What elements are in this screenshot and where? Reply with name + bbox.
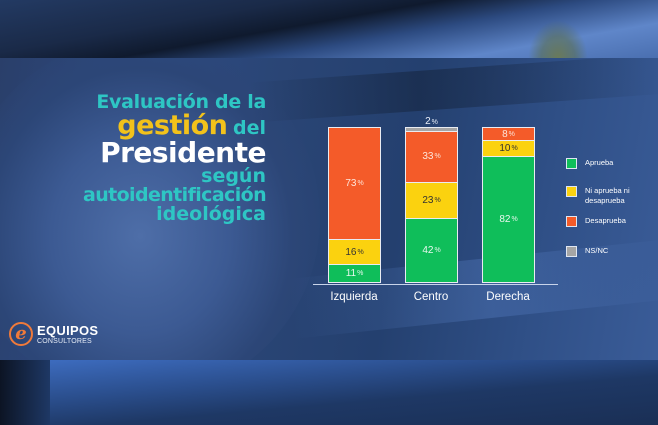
segment-ni-aprueba: 16% xyxy=(328,238,381,265)
legend-item-aprueba: Aprueba xyxy=(566,158,658,169)
logo-name: EQUIPOS xyxy=(37,322,99,338)
value-label: 82 xyxy=(499,214,511,226)
flag-stripe xyxy=(249,58,658,123)
background-bottom-flag xyxy=(0,360,658,425)
legend-swatch-red xyxy=(566,216,577,227)
percent-sign: % xyxy=(511,216,518,224)
value-label: 42 xyxy=(422,244,434,256)
title-line-1: Evaluación de la xyxy=(96,91,266,113)
x-label-derecha: Derecha xyxy=(486,291,530,303)
percent-sign: % xyxy=(357,270,364,278)
legend-label: Aprueba xyxy=(585,158,614,167)
percent-sign: % xyxy=(434,246,441,254)
legend-swatch-yellow xyxy=(566,186,577,197)
legend-label: Ni aprueba ni desaprueba xyxy=(585,186,630,205)
percent-sign: % xyxy=(434,153,441,161)
logo-text: EQUIPOS CONSULTORES xyxy=(37,324,98,345)
x-label-izquierda: Izquierda xyxy=(330,291,378,303)
percent-sign: % xyxy=(357,179,364,187)
segment-ni-aprueba: 23% xyxy=(405,181,458,218)
title-line-2: gestión del xyxy=(83,112,266,139)
segment-desaprueba: 8% xyxy=(482,127,535,141)
x-label-centro: Centro xyxy=(413,291,449,303)
flag-sun-icon xyxy=(528,20,588,58)
value-label: 16 xyxy=(345,246,357,258)
segment-aprueba: 11% xyxy=(328,264,381,283)
title-line-6: ideológica xyxy=(156,203,266,225)
nsnc-label-centro: 2% xyxy=(405,116,458,127)
legend-label: Desaprueba xyxy=(585,216,626,225)
segment-ni-aprueba: 10% xyxy=(482,140,535,157)
title-line-4: según xyxy=(201,165,266,187)
segment-aprueba: 82% xyxy=(482,156,535,283)
bar-centro: 33% 23% 42% xyxy=(405,127,458,283)
legend-label-line-2: desaprueba xyxy=(585,195,625,205)
legend-swatch-green xyxy=(566,158,577,169)
segment-ns-nc xyxy=(405,127,458,132)
value-label: 73 xyxy=(345,177,357,189)
segment-desaprueba: 33% xyxy=(405,131,458,182)
background-top-flag xyxy=(0,0,658,58)
bar-derecha: 8% 10% 82% xyxy=(482,127,535,283)
percent-sign: % xyxy=(431,119,438,126)
percent-sign: % xyxy=(508,130,515,138)
infographic-panel xyxy=(0,58,658,360)
background-shadow xyxy=(0,360,50,425)
title-line-3: Presidente xyxy=(100,136,266,169)
infographic-title: Evaluación de la gestión del Presidente … xyxy=(82,91,267,225)
percent-sign: % xyxy=(511,145,518,153)
logo-subtitle: CONSULTORES xyxy=(37,337,92,345)
legend-item-ni-aprueba: Ni aprueba ni desaprueba xyxy=(566,186,658,205)
legend-item-ns-nc: NS/NC xyxy=(566,246,658,257)
value-label: 11 xyxy=(345,268,357,280)
percent-sign: % xyxy=(357,248,364,256)
percent-sign: % xyxy=(434,196,441,204)
title-line-5: autoidentificación xyxy=(82,184,267,206)
title-line-2-rest: del xyxy=(233,117,266,139)
value-label: 2 xyxy=(425,116,431,127)
segment-desaprueba: 73% xyxy=(328,127,381,239)
legend-label: NS/NC xyxy=(585,246,609,255)
equipos-e-icon: e xyxy=(9,322,33,346)
equipos-logo: e EQUIPOS CONSULTORES xyxy=(9,322,98,346)
legend-swatch-gray xyxy=(566,246,577,257)
value-label: 23 xyxy=(422,194,434,206)
x-axis-line xyxy=(313,284,558,285)
legend-item-desaprueba: Desaprueba xyxy=(566,216,658,227)
legend-label-line-1: Ni aprueba ni xyxy=(585,186,630,195)
title-highlight: gestión xyxy=(117,110,228,141)
value-label: 10 xyxy=(499,143,511,155)
stacked-bar-chart: 73% 16% 11% 2% 33% 23% 42% 8% 10% 82% Iz… xyxy=(313,115,563,315)
segment-aprueba: 42% xyxy=(405,217,458,283)
bar-izquierda: 73% 16% 11% xyxy=(328,127,381,283)
value-label: 8 xyxy=(502,128,508,140)
value-label: 33 xyxy=(422,151,434,163)
